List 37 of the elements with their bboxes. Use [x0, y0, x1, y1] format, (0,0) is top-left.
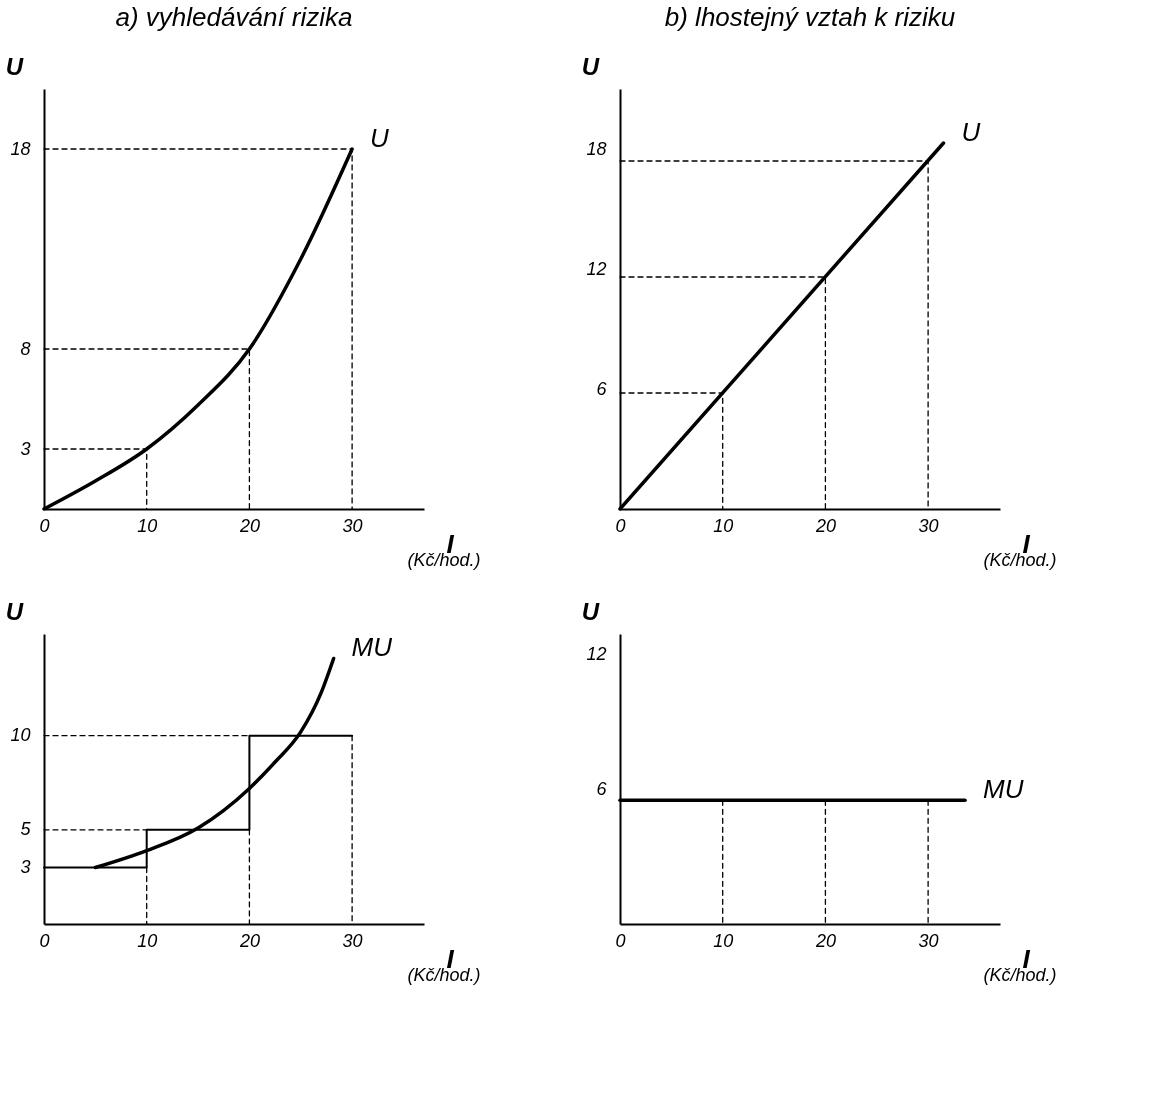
x-tick-label: 30 — [342, 930, 363, 951]
y-tick-label: 6 — [596, 778, 608, 799]
chart-title: a) vyhledávání rizika — [115, 2, 353, 32]
x-tick-label: 20 — [238, 930, 260, 951]
series-label: U — [370, 123, 390, 153]
y-axis-title: U — [5, 52, 24, 80]
x-tick-label: 0 — [39, 930, 50, 951]
x-tick-label: 30 — [342, 515, 363, 536]
x-tick-label: 10 — [137, 515, 158, 536]
y-tick-label: 12 — [586, 643, 607, 664]
y-axis-title: U — [5, 597, 24, 625]
x-tick-label: 20 — [814, 930, 836, 951]
x-tick-label: 30 — [918, 515, 939, 536]
x-tick-label: 0 — [615, 930, 626, 951]
y-tick-label: 3 — [20, 438, 31, 459]
x-tick-label: 0 — [615, 515, 626, 536]
x-tick-label: 10 — [713, 515, 734, 536]
y-tick-label: 6 — [596, 378, 608, 399]
x-tick-label: 10 — [137, 930, 158, 951]
x-tick-label: 20 — [238, 515, 260, 536]
series-label: U — [961, 117, 981, 147]
x-tick-label: 0 — [39, 515, 50, 536]
y-axis-title: U — [581, 597, 600, 625]
series-label: MU — [983, 774, 1024, 805]
y-tick-label: 18 — [586, 138, 607, 159]
x-tick-label: 30 — [918, 930, 939, 951]
series-label: MU — [351, 632, 393, 663]
y-tick-label: 3 — [20, 857, 31, 878]
y-tick-label: 12 — [586, 258, 607, 279]
y-tick-label: 10 — [10, 725, 31, 746]
y-tick-label: 18 — [10, 138, 31, 159]
y-tick-label: 5 — [20, 819, 32, 840]
y-tick-label: 8 — [20, 338, 31, 359]
x-tick-label: 20 — [814, 515, 836, 536]
x-tick-label: 10 — [713, 930, 734, 951]
chart-title: b) lhostejný vztah k riziku — [664, 2, 956, 32]
y-axis-title: U — [581, 52, 600, 80]
